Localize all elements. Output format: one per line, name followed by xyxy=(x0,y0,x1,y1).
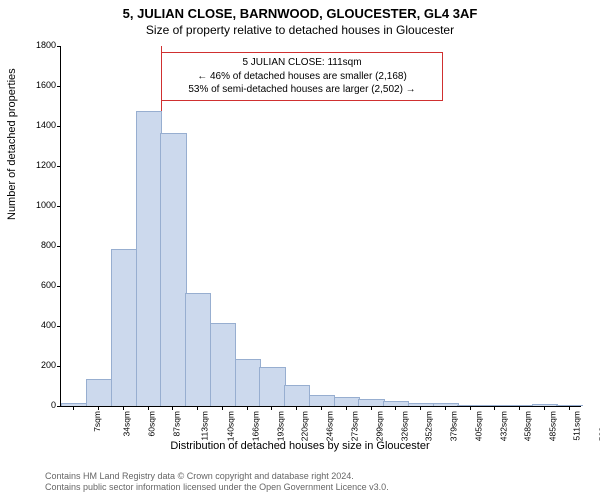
ytick-label: 1200 xyxy=(26,160,56,170)
ytick-label: 1800 xyxy=(26,40,56,50)
histogram-bar xyxy=(210,323,236,406)
xtick-label: 34sqm xyxy=(122,411,132,437)
xtick-mark xyxy=(445,406,446,410)
xtick-label: 379sqm xyxy=(448,411,458,441)
histogram-bar xyxy=(111,249,137,406)
ytick-mark xyxy=(57,46,61,47)
xtick-mark xyxy=(148,406,149,410)
xtick-label: 485sqm xyxy=(547,411,557,441)
ytick-mark xyxy=(57,246,61,247)
ytick-label: 1400 xyxy=(26,120,56,130)
histogram-bar xyxy=(334,397,360,406)
xtick-label: 60sqm xyxy=(146,411,156,437)
annotation-line2: ← 46% of detached houses are smaller (2,… xyxy=(168,70,436,84)
xtick-mark xyxy=(321,406,322,410)
histogram-bar xyxy=(259,367,285,406)
xtick-mark xyxy=(123,406,124,410)
chart-title-address: 5, JULIAN CLOSE, BARNWOOD, GLOUCESTER, G… xyxy=(0,0,600,21)
histogram-bar xyxy=(309,395,335,406)
xtick-label: 432sqm xyxy=(498,411,508,441)
xtick-mark xyxy=(98,406,99,410)
xtick-label: 326sqm xyxy=(399,411,409,441)
ytick-label: 400 xyxy=(26,320,56,330)
footer-attribution: Contains HM Land Registry data © Crown c… xyxy=(45,471,389,494)
ytick-label: 800 xyxy=(26,240,56,250)
ytick-mark xyxy=(57,326,61,327)
histogram-bar xyxy=(235,359,261,406)
xtick-mark xyxy=(470,406,471,410)
histogram-bar xyxy=(457,405,483,406)
xtick-mark xyxy=(346,406,347,410)
ytick-mark xyxy=(57,406,61,407)
ytick-mark xyxy=(57,206,61,207)
annotation-box: 5 JULIAN CLOSE: 111sqm ← 46% of detached… xyxy=(161,52,443,101)
ytick-mark xyxy=(57,286,61,287)
xtick-mark xyxy=(569,406,570,410)
x-axis-label: Distribution of detached houses by size … xyxy=(0,440,600,452)
annotation-line3: 53% of semi-detached houses are larger (… xyxy=(168,83,436,97)
histogram-bar xyxy=(532,404,558,406)
ytick-label: 600 xyxy=(26,280,56,290)
ytick-label: 1000 xyxy=(26,200,56,210)
y-axis-label: Number of detached properties xyxy=(6,68,18,220)
xtick-mark xyxy=(222,406,223,410)
histogram-bar xyxy=(185,293,211,406)
ytick-mark xyxy=(57,126,61,127)
xtick-mark xyxy=(420,406,421,410)
xtick-label: 246sqm xyxy=(324,411,334,441)
xtick-label: 405sqm xyxy=(473,411,483,441)
annotation-line1: 5 JULIAN CLOSE: 111sqm xyxy=(168,56,436,70)
ytick-label: 0 xyxy=(26,400,56,410)
histogram-bar xyxy=(136,111,162,406)
footer-line1: Contains HM Land Registry data © Crown c… xyxy=(45,471,389,483)
xtick-label: 511sqm xyxy=(571,411,581,441)
xtick-label: 352sqm xyxy=(424,411,434,441)
xtick-mark xyxy=(494,406,495,410)
chart-area: 5 JULIAN CLOSE: 111sqm ← 46% of detached… xyxy=(60,46,580,406)
chart-container: 5, JULIAN CLOSE, BARNWOOD, GLOUCESTER, G… xyxy=(0,0,600,500)
xtick-mark xyxy=(519,406,520,410)
plot-region: 5 JULIAN CLOSE: 111sqm ← 46% of detached… xyxy=(60,46,581,407)
xtick-label: 140sqm xyxy=(225,411,235,441)
ytick-label: 200 xyxy=(26,360,56,370)
histogram-bar xyxy=(556,405,582,406)
histogram-bar xyxy=(358,399,384,406)
xtick-label: 299sqm xyxy=(374,411,384,441)
ytick-label: 1600 xyxy=(26,80,56,90)
histogram-bar xyxy=(86,379,112,406)
xtick-mark xyxy=(395,406,396,410)
xtick-label: 87sqm xyxy=(171,411,181,437)
xtick-label: 113sqm xyxy=(200,411,210,441)
xtick-label: 273sqm xyxy=(349,411,359,441)
histogram-bar xyxy=(160,133,186,406)
ytick-mark xyxy=(57,366,61,367)
xtick-mark xyxy=(73,406,74,410)
xtick-mark xyxy=(371,406,372,410)
footer-line2: Contains public sector information licen… xyxy=(45,482,389,494)
histogram-bar xyxy=(433,403,459,406)
xtick-mark xyxy=(544,406,545,410)
ytick-mark xyxy=(57,166,61,167)
xtick-label: 458sqm xyxy=(523,411,533,441)
xtick-mark xyxy=(197,406,198,410)
chart-subtitle: Size of property relative to detached ho… xyxy=(0,21,600,37)
xtick-mark xyxy=(271,406,272,410)
xtick-mark xyxy=(296,406,297,410)
xtick-label: 166sqm xyxy=(250,411,260,441)
xtick-mark xyxy=(172,406,173,410)
xtick-label: 7sqm xyxy=(92,411,102,432)
xtick-label: 220sqm xyxy=(300,411,310,441)
xtick-mark xyxy=(247,406,248,410)
ytick-mark xyxy=(57,86,61,87)
xtick-label: 193sqm xyxy=(275,411,285,441)
histogram-bar xyxy=(284,385,310,406)
